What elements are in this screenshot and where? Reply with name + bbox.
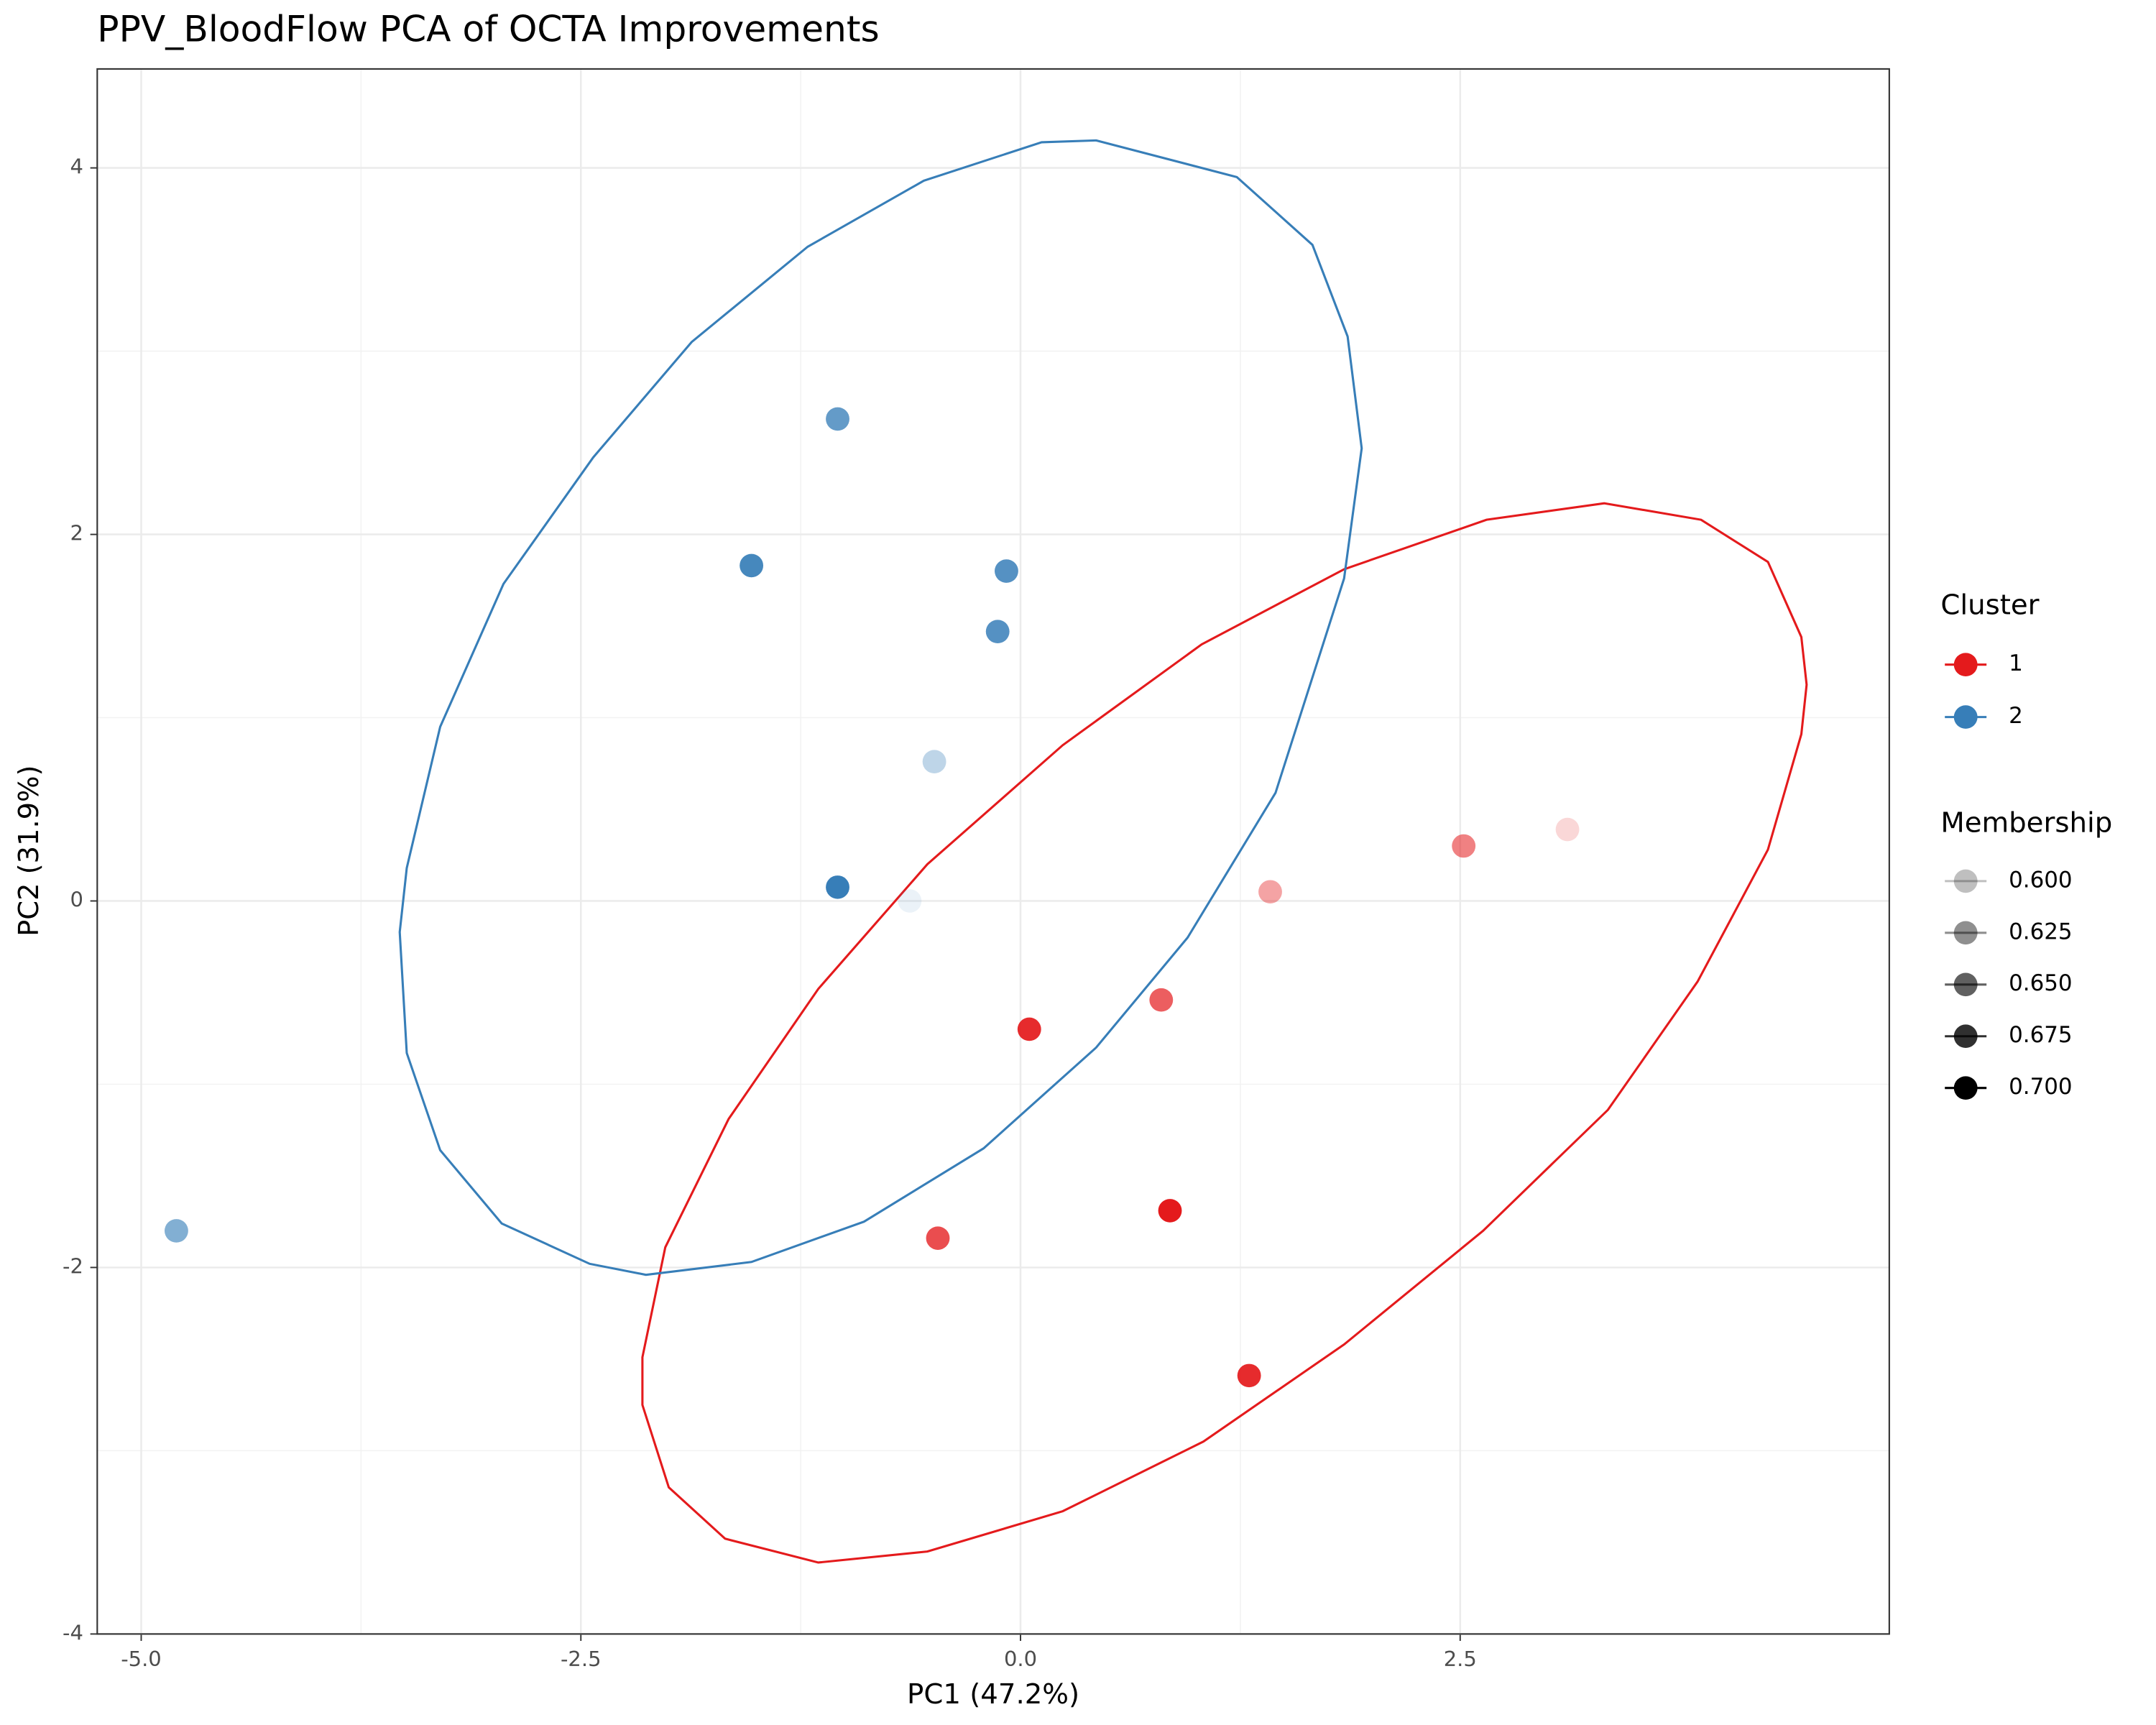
point [922, 750, 946, 774]
point [985, 620, 1010, 643]
point [164, 1219, 188, 1243]
point [898, 889, 922, 913]
legend-key [1953, 653, 1978, 677]
legend-label: 0.675 [2009, 1022, 2073, 1048]
legend-label: 0.700 [2009, 1074, 2073, 1100]
chart-title: PPV_BloodFlow PCA of OCTA Improvements [97, 9, 879, 50]
point [1258, 880, 1282, 904]
legend-title: Cluster [1940, 589, 2039, 622]
legend-key [1953, 972, 1978, 997]
point [740, 553, 764, 578]
y-tick-label: -2 [63, 1254, 83, 1279]
legend-key [1953, 869, 1978, 893]
point [1149, 988, 1174, 1012]
x-tick-label: 0.0 [1004, 1647, 1037, 1671]
panel-border [96, 68, 1890, 1635]
legend-title: Membership [1940, 807, 2112, 840]
y-tick-label: 2 [70, 521, 83, 546]
x-tick-label: -5.0 [121, 1647, 162, 1671]
legend-key [1953, 1024, 1978, 1049]
point [1017, 1017, 1041, 1041]
legend-label: 2 [2009, 703, 2023, 729]
legend-key [1953, 705, 1978, 729]
point [826, 407, 849, 431]
ellipse [641, 502, 1808, 1564]
legend-label: 0.600 [2009, 867, 2073, 893]
ellipse [398, 139, 1363, 1276]
legend-label: 0.625 [2009, 919, 2073, 944]
y-tick-label: 4 [70, 155, 83, 179]
point [1158, 1199, 1182, 1223]
point [995, 559, 1018, 583]
point [1452, 834, 1476, 858]
legend-key [1953, 921, 1978, 945]
x-tick-label: -2.5 [561, 1647, 602, 1671]
legend-key [1953, 1076, 1978, 1100]
point [1555, 817, 1580, 842]
point [926, 1226, 950, 1250]
point [826, 875, 849, 899]
x-tick-label: 2.5 [1444, 1647, 1477, 1671]
x-axis-title: PC1 (47.2%) [907, 1678, 1079, 1711]
legend-label: 0.650 [2009, 970, 2073, 996]
point [1237, 1363, 1261, 1388]
y-tick-label: 0 [70, 888, 83, 912]
legend-label: 1 [2009, 650, 2023, 676]
y-tick-label: -4 [63, 1620, 83, 1644]
y-axis-title: PC2 (31.9%) [13, 765, 45, 937]
